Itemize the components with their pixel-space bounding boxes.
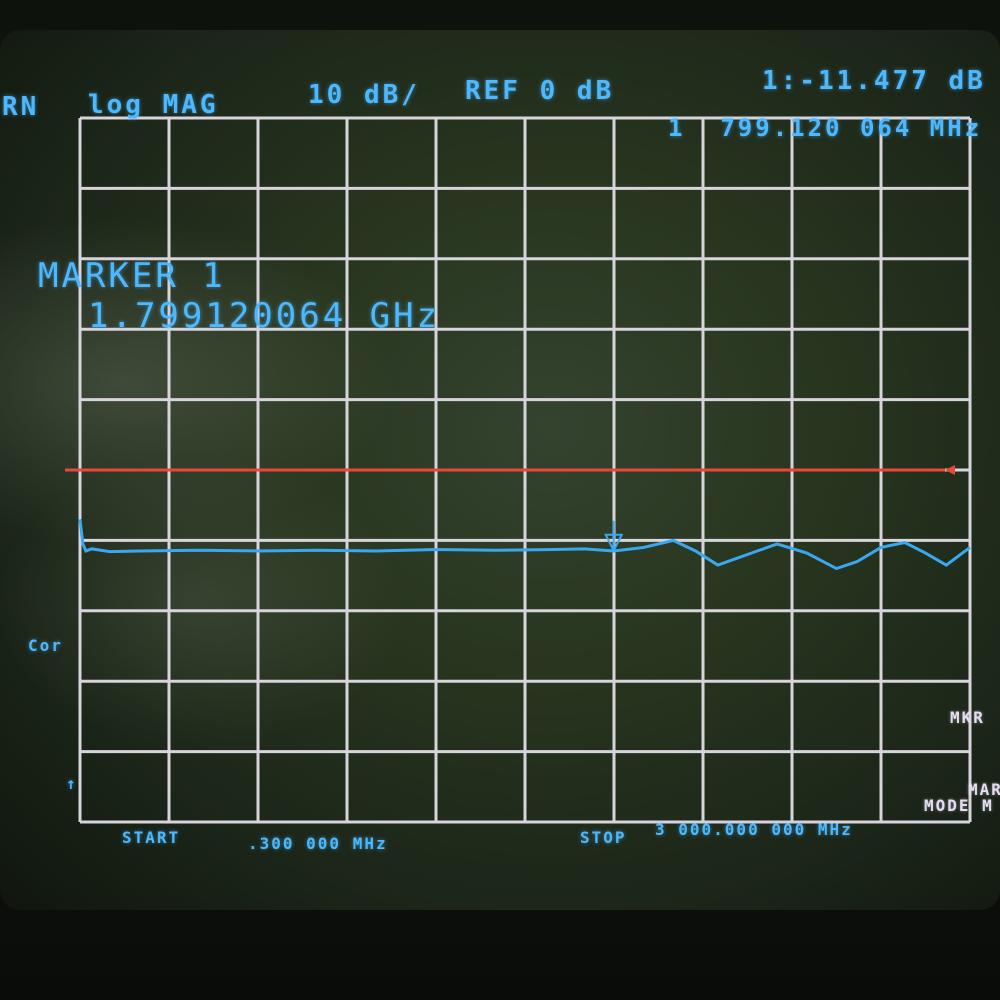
marker-1-symbol — [604, 520, 624, 554]
marker-readout-value: 1:-11.477 dB — [762, 66, 986, 96]
softkey-mkr[interactable]: MKR — [950, 708, 985, 727]
marker-box-value: 1.799120064 GHz — [88, 296, 441, 336]
correction-indicator: Cor — [28, 636, 63, 655]
softkey-marker-mode-line2[interactable]: MODE M — [924, 796, 994, 815]
stop-value: 3 000.000 000 MHz — [655, 820, 853, 839]
marker-readout-freq: 1 799.120 064 MHz — [668, 114, 983, 142]
scale-label: 10 dB/ — [308, 80, 420, 110]
channel-label: RN — [2, 92, 40, 122]
format-label: log MAG — [88, 90, 219, 120]
arrow-indicator: ↑ — [66, 774, 78, 793]
start-label: START — [122, 828, 181, 847]
reference-position-marker — [945, 465, 955, 475]
reference-label: REF 0 dB — [465, 76, 615, 106]
marker-box-title: MARKER 1 — [38, 256, 226, 296]
start-value: .300 000 MHz — [248, 834, 388, 853]
stop-label: STOP — [580, 828, 627, 847]
softkey-marker-mode-line1[interactable]: MAR — [968, 780, 1000, 799]
